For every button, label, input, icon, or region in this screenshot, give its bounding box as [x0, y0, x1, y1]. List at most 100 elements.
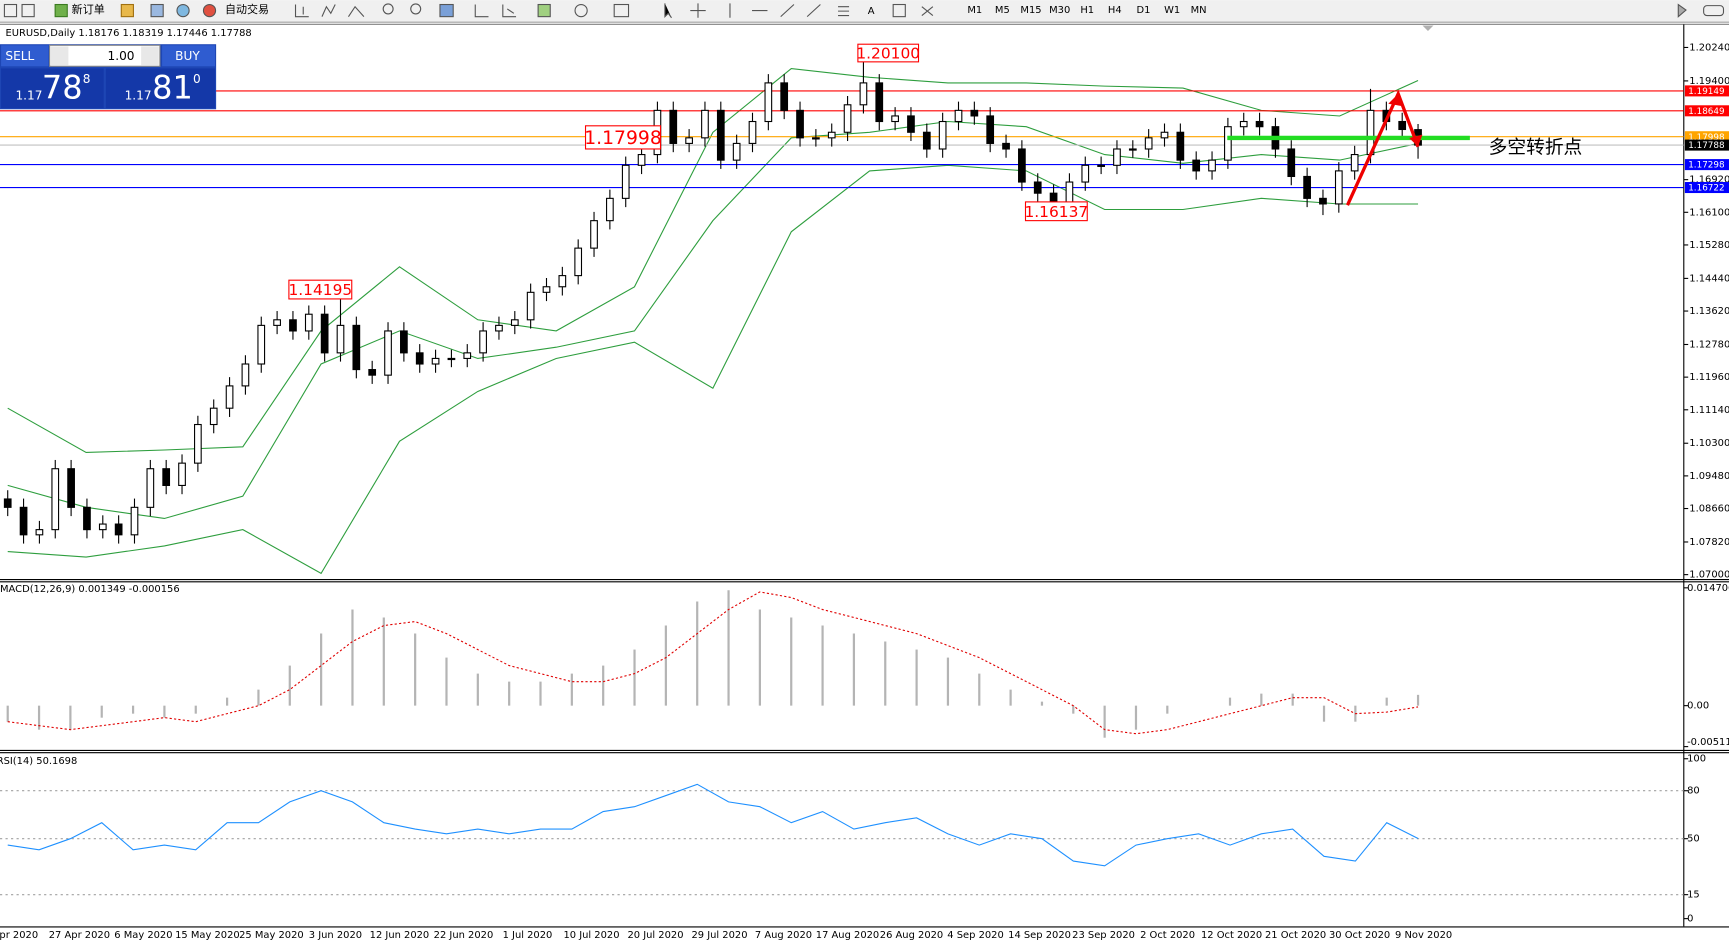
- y-tick-label: 15: [1687, 890, 1700, 901]
- timeframe-button[interactable]: M1: [967, 5, 982, 16]
- timeframe-button[interactable]: M15: [1020, 5, 1041, 16]
- candle-body: [637, 154, 646, 166]
- drawing-label: 多空转折点: [1489, 137, 1583, 158]
- candle-body: [1398, 120, 1407, 131]
- candle-body: [1113, 148, 1121, 166]
- timeframe-button[interactable]: H4: [1108, 5, 1122, 16]
- icon[interactable]: [439, 3, 454, 18]
- icon-arrows[interactable]: [921, 6, 934, 16]
- icon-period[interactable]: [574, 3, 588, 18]
- icon-zoom-out[interactable]: [410, 3, 422, 15]
- icon-draw[interactable]: [729, 3, 850, 18]
- icon[interactable]: [294, 4, 309, 18]
- candle-body: [859, 82, 868, 106]
- buy-label[interactable]: BUY: [175, 49, 200, 63]
- candle-body: [415, 352, 424, 365]
- icon-label[interactable]: [892, 3, 906, 18]
- candle-body: [225, 385, 234, 409]
- icon[interactable]: [613, 3, 630, 18]
- candle-body: [1303, 175, 1311, 199]
- candle-body: [1097, 164, 1105, 167]
- icon-new-order[interactable]: [54, 3, 68, 18]
- candle-body: [130, 506, 139, 536]
- icon[interactable]: [537, 3, 551, 18]
- y-tick-label: 1.19400: [1689, 76, 1729, 87]
- icon-auto-trading[interactable]: [202, 3, 217, 18]
- icon-crosshair[interactable]: [690, 3, 706, 18]
- candle-body: [1144, 137, 1153, 150]
- plot-area: [0, 53, 1684, 896]
- ask-prefix: 1.17: [125, 89, 152, 103]
- trade-panel: SELL 1.00 BUY 1.17 78 8 1.17 81 0: [0, 44, 217, 110]
- timeframe-button[interactable]: H1: [1080, 5, 1094, 16]
- ask-box[interactable]: [105, 68, 216, 109]
- candle-body: [1255, 120, 1264, 128]
- icon[interactable]: [321, 4, 336, 17]
- bid-big: 78: [42, 68, 83, 106]
- sell-label[interactable]: SELL: [5, 49, 34, 63]
- candle-body: [764, 82, 773, 123]
- y-tick-label: 1.15280: [1689, 240, 1729, 251]
- icon[interactable]: [150, 3, 164, 18]
- timeframe-button[interactable]: M30: [1049, 5, 1070, 16]
- level-tag-label: 1.17298: [1688, 161, 1724, 171]
- buy-button[interactable]: [162, 45, 216, 67]
- timeframe-button[interactable]: D1: [1137, 5, 1151, 16]
- icon[interactable]: [347, 5, 365, 18]
- lot-up[interactable]: [141, 46, 159, 66]
- level-tag-label: 1.17788: [1688, 141, 1724, 151]
- candle-body: [780, 82, 789, 111]
- candle-body: [510, 319, 519, 326]
- timeframe-button[interactable]: W1: [1164, 5, 1180, 16]
- auto-trading-button[interactable]: 自动交易: [225, 2, 269, 16]
- timeframe-button[interactable]: M5: [995, 5, 1010, 16]
- candle-body: [526, 291, 535, 321]
- icon[interactable]: [21, 3, 35, 18]
- candle-body: [732, 142, 741, 161]
- level-tag: [1684, 159, 1729, 171]
- icon-zoom-in[interactable]: [382, 3, 394, 15]
- new-order-button[interactable]: 新订单: [72, 2, 105, 16]
- lot-value[interactable]: 1.00: [108, 49, 135, 63]
- price-annotation: 1.16137: [1024, 203, 1088, 221]
- bid-box[interactable]: [1, 68, 104, 109]
- timeframe-button[interactable]: MN: [1191, 5, 1207, 16]
- icon[interactable]: [3, 3, 18, 18]
- icon-cursor[interactable]: [664, 3, 672, 19]
- candle-body: [606, 197, 614, 222]
- sell-button[interactable]: [1, 45, 49, 67]
- price-annotation-box: [288, 279, 353, 300]
- icon-text[interactable]: A: [868, 6, 875, 17]
- bid-prefix: 1.17: [15, 89, 42, 103]
- x-tick-label: 29 Jul 2020: [691, 930, 747, 941]
- y-tick-label: 1.13620: [1689, 306, 1729, 317]
- candle-body: [1239, 120, 1248, 128]
- y-tick-label: 1.11140: [1689, 405, 1729, 416]
- lot-down[interactable]: [50, 46, 69, 66]
- candle-body: [336, 324, 345, 354]
- candle-body: [1224, 126, 1232, 161]
- icon[interactable]: [502, 4, 517, 18]
- candle-body: [304, 313, 313, 332]
- candle-body: [590, 220, 598, 249]
- level-tag: [1684, 85, 1729, 97]
- candle-body: [1033, 181, 1042, 194]
- chart-shift-marker[interactable]: [1422, 25, 1434, 31]
- icon[interactable]: [120, 3, 134, 18]
- x-tick-label: 15 May 2020: [175, 930, 240, 941]
- candle-body: [447, 357, 456, 361]
- y-tick-label: 1.07820: [1689, 537, 1729, 548]
- candle-body: [875, 82, 884, 123]
- icon[interactable]: [474, 4, 489, 18]
- candle-body: [1018, 148, 1026, 183]
- level-tag: [1684, 182, 1729, 194]
- lot-input[interactable]: [49, 44, 161, 67]
- bollinger-middle: [7, 120, 1419, 520]
- candle-body: [35, 529, 44, 536]
- icon[interactable]: [1703, 5, 1725, 17]
- bollinger-upper: [7, 68, 1419, 453]
- x-tick-label: 17 Aug 2020: [816, 930, 879, 941]
- icon[interactable]: [1677, 3, 1687, 18]
- icon[interactable]: [176, 3, 190, 18]
